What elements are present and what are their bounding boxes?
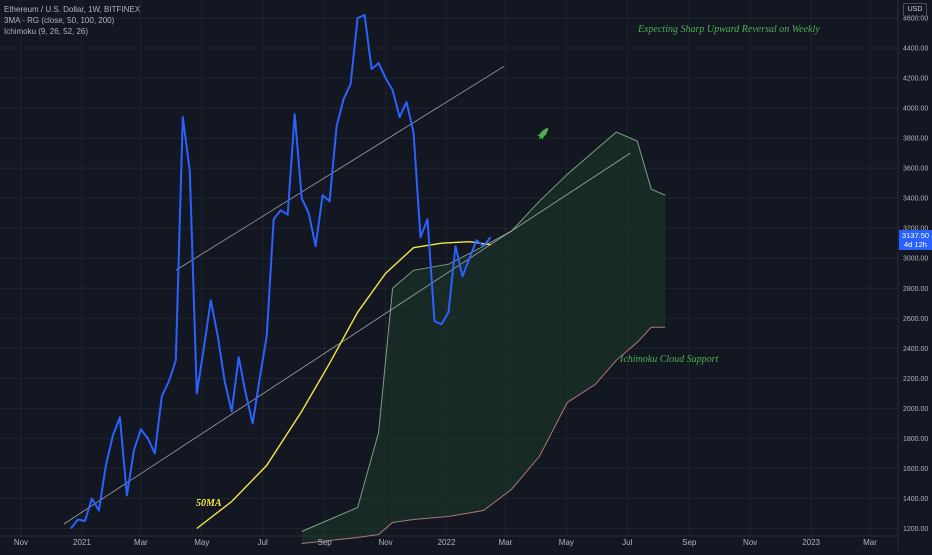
y-tick-label: 4600.00 <box>903 16 928 23</box>
price-line <box>70 14 492 530</box>
annotation-cloud-support: Ichimoku Cloud Support <box>619 354 719 365</box>
y-tick-label: 2600.00 <box>903 316 928 323</box>
currency-button[interactable]: USD <box>903 3 927 17</box>
legend-ma-indicator[interactable]: 3MA - RG (close, 50, 100, 200) <box>4 16 115 25</box>
y-tick-label: 1800.00 <box>903 436 928 443</box>
trendline <box>63 152 631 525</box>
y-tick-label: 1600.00 <box>903 466 928 473</box>
ma50-line <box>196 240 491 530</box>
y-tick-label: 1200.00 <box>903 526 928 533</box>
x-tick-label: Nov <box>378 538 392 547</box>
x-tick-label: Nov <box>14 538 28 547</box>
trendline <box>175 65 505 271</box>
x-tick-label: May <box>194 538 209 547</box>
y-tick-label: 4400.00 <box>903 46 928 53</box>
x-tick-label: 2021 <box>73 538 91 547</box>
x-tick-label: Mar <box>134 538 148 547</box>
x-tick-label: Nov <box>743 538 757 547</box>
rocket-icon <box>536 127 549 141</box>
y-tick-label: 3800.00 <box>903 136 928 143</box>
legend-ichimoku-indicator[interactable]: Ichimoku (9, 26, 52, 26) <box>4 27 89 36</box>
y-tick-label: 3200.00 <box>903 226 928 233</box>
y-tick-label: 4000.00 <box>903 106 928 113</box>
last-price: 3137.50 <box>901 230 930 240</box>
annotation-50ma: 50MA <box>196 498 222 509</box>
x-tick-label: 2022 <box>438 538 456 547</box>
annotation-reversal: Expecting Sharp Upward Reversal on Weekl… <box>637 24 820 35</box>
y-tick-label: 3400.00 <box>903 196 928 203</box>
x-tick-label: 2023 <box>802 538 820 547</box>
y-tick-label: 2400.00 <box>903 346 928 353</box>
x-tick-label: May <box>559 538 574 547</box>
y-tick-label: 3000.00 <box>903 256 928 263</box>
senkou-span-a <box>301 131 666 532</box>
y-tick-label: 2200.00 <box>903 376 928 383</box>
senkou-span-b <box>301 326 666 544</box>
x-tick-label: Sep <box>682 538 697 547</box>
x-tick-label: Mar <box>499 538 513 547</box>
legend-symbol[interactable]: Ethereum / U.S. Dollar, 1W, BITFINEX <box>4 5 141 14</box>
y-tick-label: 2000.00 <box>903 406 928 413</box>
x-tick-label: Jul <box>258 538 268 547</box>
x-tick-label: Mar <box>863 538 877 547</box>
y-tick-label: 3600.00 <box>903 166 928 173</box>
y-tick-label: 1400.00 <box>903 496 928 503</box>
y-tick-label: 4200.00 <box>903 76 928 83</box>
bar-countdown: 4d 12h <box>904 239 927 249</box>
last-price-tag: 3137.50 4d 12h <box>899 229 932 250</box>
x-tick-label: Jul <box>622 538 632 547</box>
ichimoku-cloud <box>301 132 666 544</box>
x-tick-label: Sep <box>318 538 333 547</box>
chart-legend: Ethereum / U.S. Dollar, 1W, BITFINEX 3MA… <box>4 4 140 37</box>
y-tick-label: 2800.00 <box>903 286 928 293</box>
